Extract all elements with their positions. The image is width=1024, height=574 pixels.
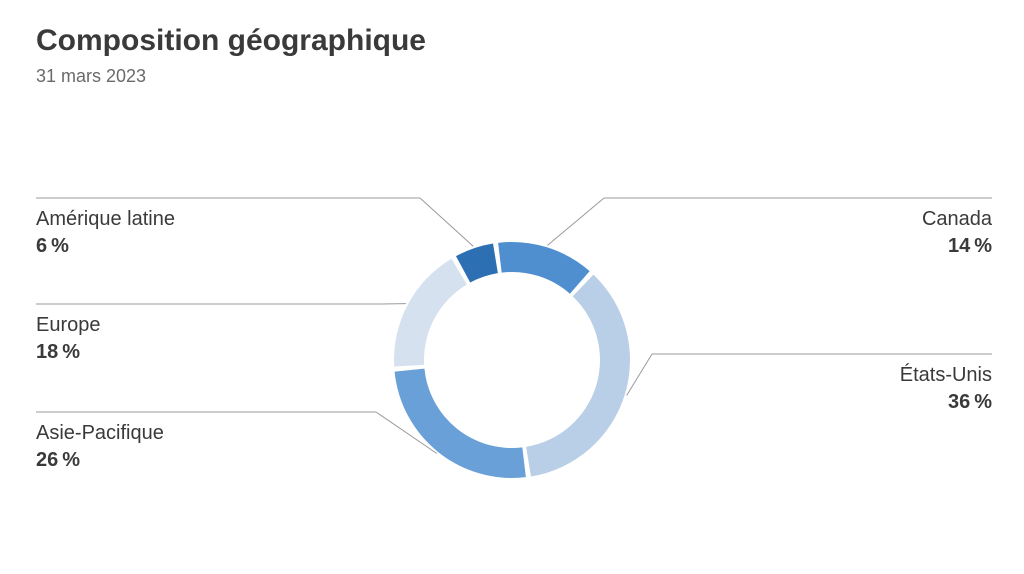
- slice-canada: [498, 242, 590, 294]
- label-europe-val: 18 %: [36, 339, 101, 366]
- leader-diag-us: [627, 354, 652, 395]
- label-us-val: 36 %: [900, 389, 992, 416]
- leader-diag-canada: [547, 198, 604, 245]
- label-apac-name: Asie-Pacifique: [36, 420, 164, 447]
- label-latam-name: Amérique latine: [36, 206, 175, 233]
- slice-latam: [456, 244, 498, 283]
- donut-chart: [0, 0, 1024, 574]
- label-apac-val: 26 %: [36, 447, 164, 474]
- label-europe-name: Europe: [36, 312, 101, 339]
- label-canada-val: 14 %: [922, 233, 992, 260]
- label-us-name: États-Unis: [900, 362, 992, 389]
- label-canada: Canada 14 %: [922, 206, 992, 260]
- leader-diag-latam: [420, 198, 473, 246]
- slice-apac: [395, 369, 526, 478]
- slice-europe: [394, 259, 467, 367]
- label-us: États-Unis 36 %: [900, 362, 992, 416]
- label-apac: Asie-Pacifique 26 %: [36, 420, 164, 474]
- label-europe: Europe 18 %: [36, 312, 101, 366]
- slice-us: [526, 275, 630, 477]
- label-canada-name: Canada: [922, 206, 992, 233]
- label-latam: Amérique latine 6 %: [36, 206, 175, 260]
- label-latam-val: 6 %: [36, 233, 175, 260]
